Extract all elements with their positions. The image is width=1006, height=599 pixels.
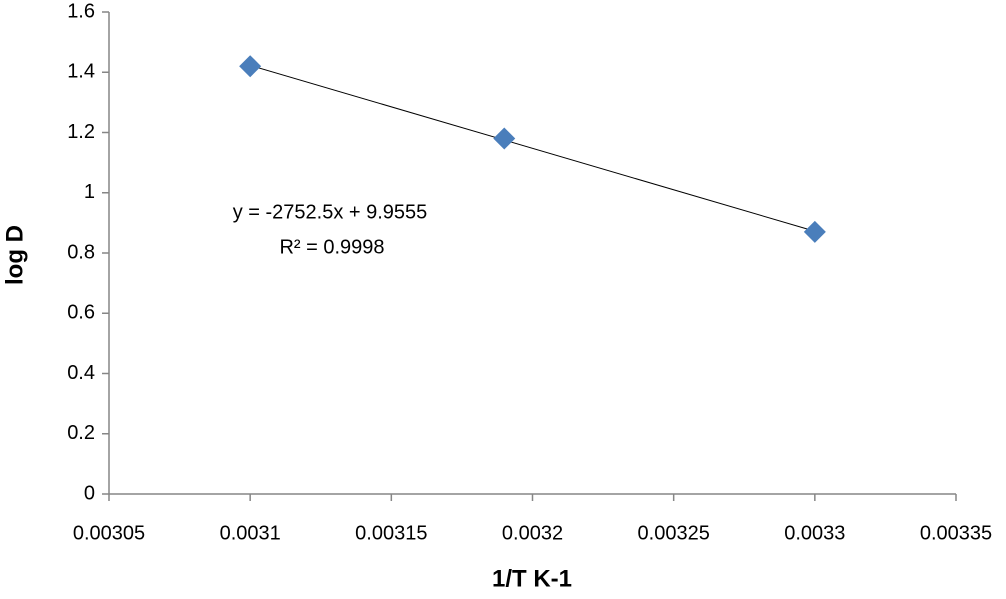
x-tick-label: 0.0031 [220,522,281,544]
annotation: R² = 0.9998 [279,236,384,258]
x-tick-label: 0.0032 [502,522,563,544]
x-tick-label: 0.0033 [784,522,845,544]
y-tick-label: 0.4 [67,362,95,384]
x-axis-title: 1/T K-1 [492,565,572,592]
x-tick-label: 0.00335 [920,522,992,544]
point [803,220,826,243]
x-tick-label: 0.00305 [73,522,145,544]
y-tick-label: 1.6 [67,0,95,22]
trendline [250,64,815,232]
y-tick-label: 0 [84,482,95,504]
y-tick-label: 0.6 [67,302,95,324]
y-tick-label: 0.8 [67,241,95,263]
y-tick-label: 1 [84,181,95,203]
point [493,127,516,150]
x-tick-label: 0.00315 [355,522,427,544]
y-axis-title: log D [1,225,28,285]
annotation: y = -2752.5x + 9.9555 [233,201,428,223]
y-tick-label: 1.4 [67,61,95,83]
y-tick-label: 1.2 [67,121,95,143]
point [239,55,262,78]
y-tick-label: 0.2 [67,422,95,444]
x-tick-label: 0.00325 [638,522,710,544]
